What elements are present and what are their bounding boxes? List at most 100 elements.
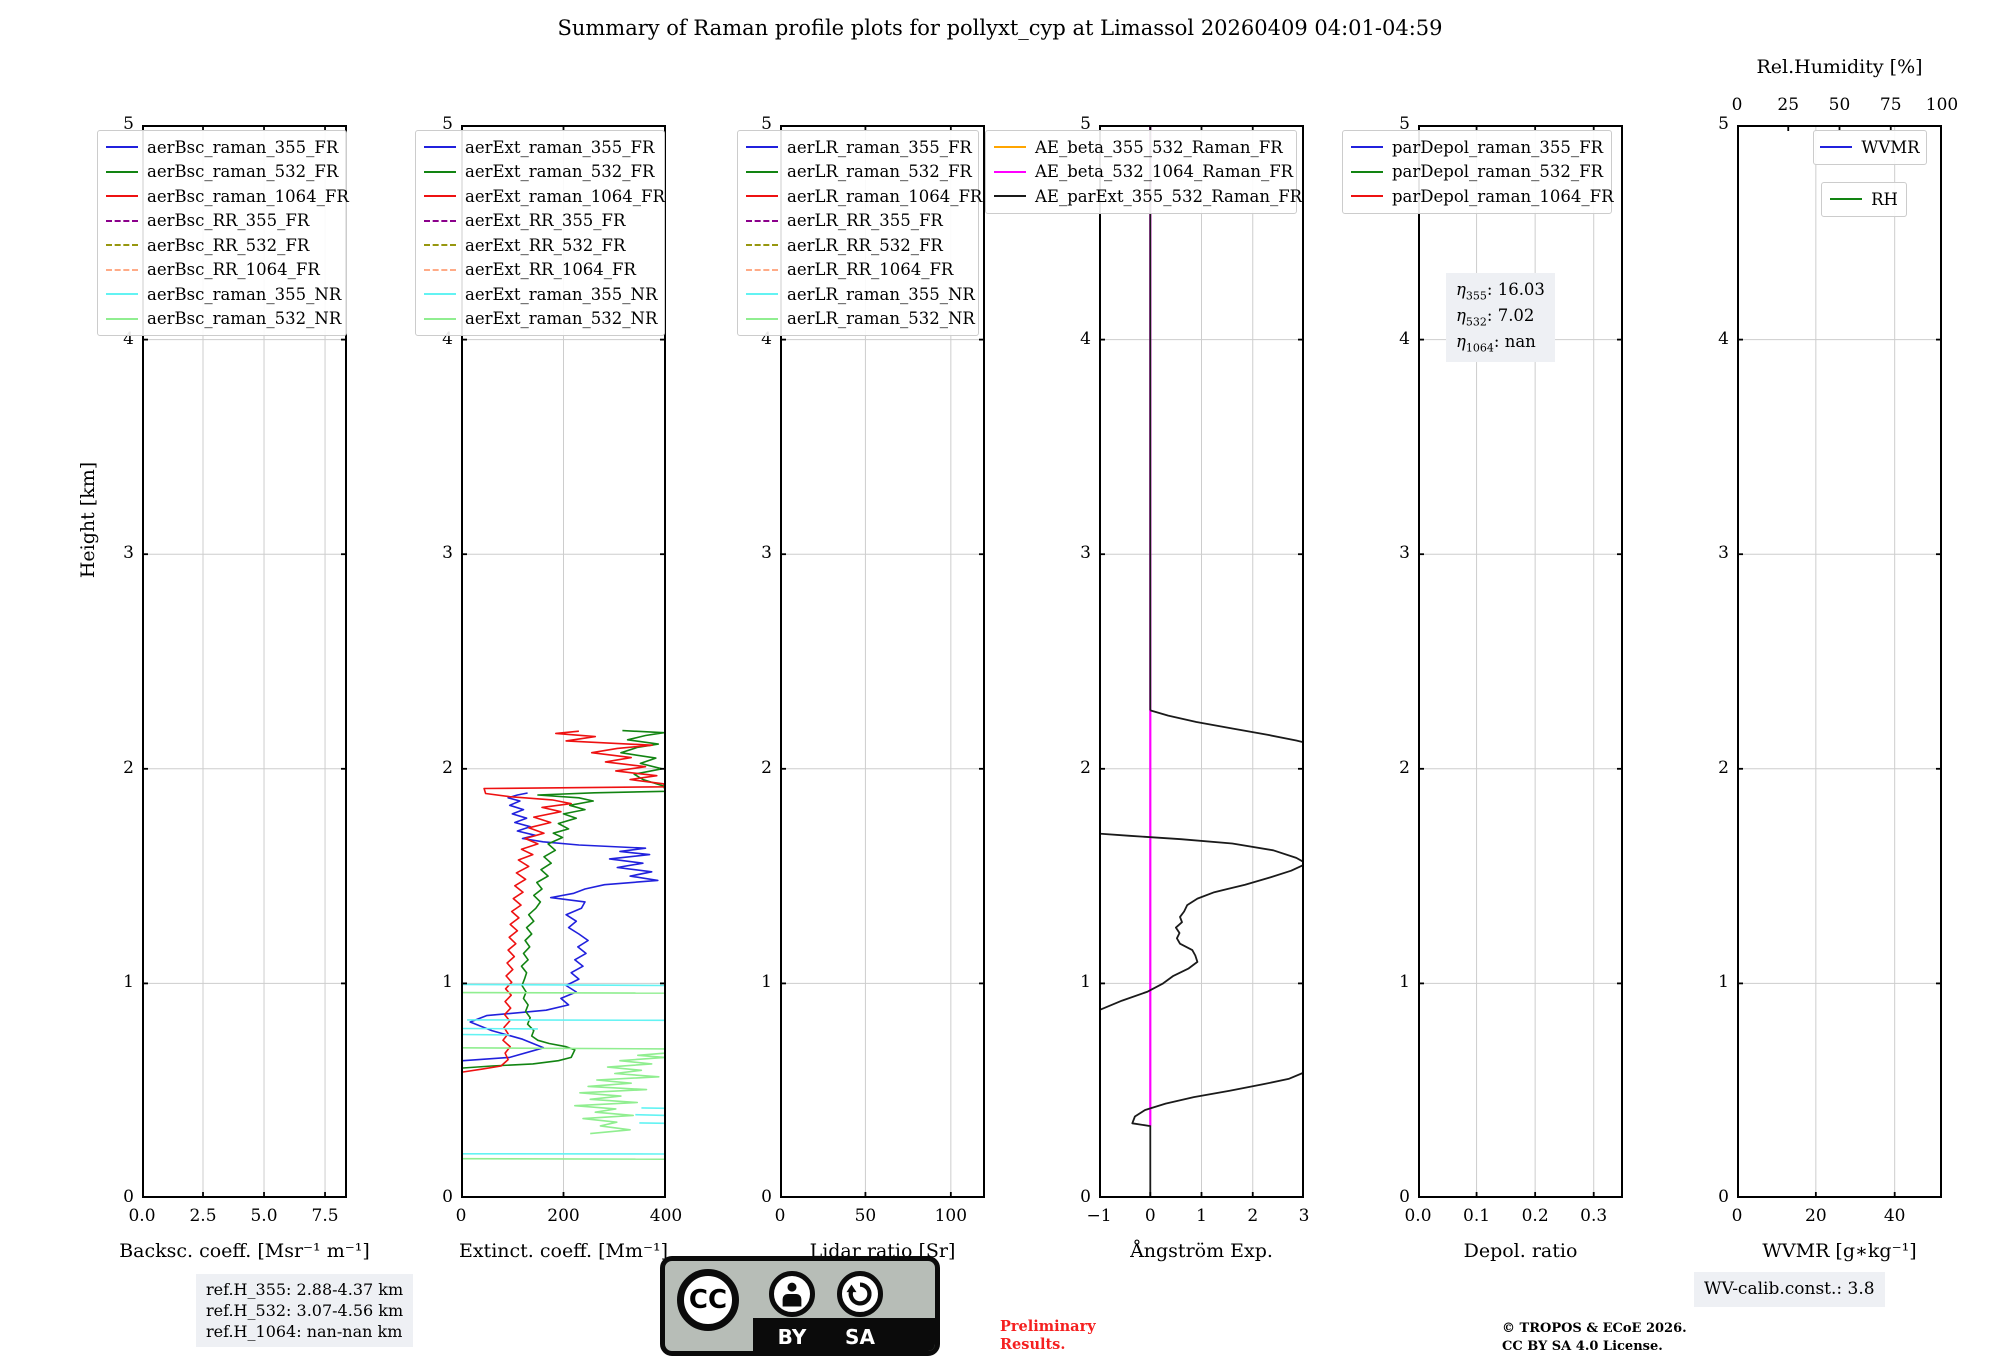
legend-line-sample: [424, 268, 456, 271]
xaxis-title-depol-ratio: Depol. ratio: [1463, 1240, 1578, 1262]
legend-line-sample: [1830, 198, 1863, 201]
legend-line-sample: [746, 293, 778, 296]
xtick-label-extinction: 0: [455, 1206, 467, 1226]
legend-line-sample: [106, 317, 138, 320]
ytick-label-angstrom: 4: [1080, 328, 1091, 349]
legend-line-sample: [746, 317, 778, 320]
cc-badge-strip: [753, 1318, 935, 1351]
share-alike-arrow-icon: [837, 1271, 883, 1317]
curve-aerExt_raman_532_NR: [461, 1047, 666, 1050]
xtick-label-depol-ratio: 0.1: [1463, 1206, 1491, 1226]
xtick-label-depol-ratio: 0.2: [1521, 1206, 1549, 1226]
ytick-label-lidar-ratio: 2: [761, 757, 772, 778]
legend-line-sample: [746, 170, 778, 173]
legend-line-sample: [746, 268, 778, 271]
legend-item: aerExt_raman_355_NR: [424, 282, 657, 307]
eta-annotation: η355: 16.03 η532: 7.02 η1064: nan: [1446, 273, 1555, 362]
ytick-label-wvmr: 1: [1718, 972, 1729, 993]
curve-AE_parExt_355_532_Raman_FR: [1131, 1071, 1304, 1198]
toptick-label-wvmr: 25: [1777, 95, 1800, 115]
ytick-label-angstrom: 3: [1080, 543, 1091, 564]
curve-aerExt_raman_532_NR: [574, 1052, 666, 1135]
refh-355-line: ref.H_355: 2.88-4.37 km: [206, 1280, 404, 1299]
legend-lidar-ratio: aerLR_raman_355_FR aerLR_raman_532_FR aerL…: [737, 130, 982, 336]
legend-item: aerLR_raman_355_NR: [746, 282, 975, 307]
ytick-label-backscatter: 2: [123, 757, 134, 778]
legend-item: aerExt_raman_355_FR: [424, 135, 656, 160]
legend-item: AE_beta_532_1064_Raman_FR: [994, 160, 1293, 185]
legend-line-sample: [106, 170, 138, 173]
preliminary-line1: Preliminary: [1000, 1318, 1096, 1335]
legend-item: aerLR_raman_1064_FR: [746, 184, 982, 209]
ytick-label-wvmr: 3: [1718, 543, 1729, 564]
legend-item: aerBsc_raman_1064_FR: [106, 184, 349, 209]
plot-area-extinction: [461, 125, 666, 1198]
xtick-label-extinction: 200: [547, 1206, 580, 1226]
xtick-label-wvmr: 20: [1805, 1206, 1827, 1226]
ytick-label-wvmr: 4: [1718, 328, 1729, 349]
legend-line-sample: [424, 317, 456, 320]
legend-item: aerExt_RR_1064_FR: [424, 258, 656, 283]
ytick-label-backscatter: 0: [123, 1187, 134, 1207]
refh-1064-line: ref.H_1064: nan-nan km: [206, 1322, 403, 1342]
legend-item: AE_parExt_355_532_Raman_FR: [994, 184, 1302, 209]
legend-label: aerExt_raman_532_FR: [465, 162, 655, 182]
legend-item: aerLR_RR_1064_FR: [746, 258, 970, 283]
page-title: Summary of Raman profile plots for polly…: [557, 16, 1443, 40]
ytick-label-depol-ratio: 1: [1399, 972, 1410, 993]
legend-label: RH: [1871, 189, 1898, 209]
panel-angstrom: [1099, 125, 1304, 1198]
legend-line-sample: [424, 195, 456, 198]
ytick-label-backscatter: 5: [123, 114, 134, 134]
ytick-label-wvmr: 0: [1718, 1187, 1729, 1207]
legend-label: AE_beta_532_1064_Raman_FR: [1035, 162, 1294, 182]
legend-line-sample: [424, 170, 456, 173]
legend-line-sample: [1820, 146, 1853, 149]
preliminary-line2: Results.: [1000, 1336, 1066, 1354]
legend-label: aerLR_raman_1064_FR: [787, 186, 983, 206]
curve-aerExt_raman_532_NR: [461, 1157, 666, 1160]
legend-item: WVMR: [1820, 135, 1920, 160]
xtick-label-depol-ratio: 0.0: [1404, 1206, 1432, 1226]
reference-height-annotation: ref.H_355: 2.88-4.37 km ref.H_532: 3.07-…: [196, 1274, 414, 1348]
xtick-label-backscatter: 0.0: [128, 1206, 156, 1226]
person-icon: [782, 1282, 802, 1307]
legend-line-sample: [1351, 195, 1383, 198]
legend-item: AE_beta_355_532_Raman_FR: [994, 135, 1288, 160]
xtick-label-backscatter: 7.5: [311, 1206, 339, 1226]
legend-line-sample: [746, 195, 778, 198]
ytick-label-wvmr: 5: [1718, 114, 1729, 134]
xtick-label-wvmr: 40: [1883, 1206, 1906, 1226]
ytick-label-extinction: 2: [442, 757, 453, 778]
legend-label: aerLR_RR_355_FR: [787, 211, 943, 231]
panel-wvmr: [1737, 125, 1942, 1198]
curve-aerExt_raman_355_NR: [461, 983, 666, 987]
xtick-label-backscatter: 5.0: [250, 1206, 278, 1226]
refh-532-line: ref.H_532: 3.07-4.56 km: [206, 1301, 404, 1321]
ytick-label-backscatter: 4: [123, 328, 134, 349]
ytick-label-extinction: 5: [442, 114, 453, 134]
cc-logo-text: CC: [688, 1285, 728, 1315]
legend-item: aerExt_raman_532_FR: [424, 160, 656, 185]
ytick-label-extinction: 3: [442, 543, 453, 564]
legend-item: aerExt_RR_532_FR: [424, 233, 656, 258]
curve-aerExt_raman_1064_FR: [462, 730, 666, 1073]
panel-extinction: [461, 125, 666, 1198]
xtick-label-angstrom: −1: [1086, 1206, 1112, 1226]
ytick-label-wvmr: 2: [1718, 757, 1729, 778]
legend-label: aerBsc_RR_355_FR: [147, 211, 310, 231]
wv-calib-annotation: WV-calib.const.: 3.8: [1694, 1272, 1885, 1307]
legend-item: aerLR_raman_532_NR: [746, 307, 975, 332]
ytick-label-extinction: 0: [442, 1187, 453, 1207]
top-axis-title-wvmr: Rel.Humidity [%]: [1756, 56, 1923, 78]
legend-label: parDepol_raman_1064_FR: [1392, 186, 1614, 206]
xaxis-title-extinction: Extinct. coeff. [Mm⁻¹]: [458, 1240, 669, 1262]
xaxis-title-wvmr: WVMR [g∗kg⁻¹]: [1762, 1240, 1917, 1262]
legend-line-sample: [1351, 170, 1383, 173]
legend-label: aerBsc_raman_355_FR: [147, 137, 339, 157]
cc-logo-icon: CC: [677, 1269, 739, 1331]
ytick-label-lidar-ratio: 5: [761, 114, 772, 134]
ytick-label-lidar-ratio: 4: [761, 328, 772, 349]
toptick-label-wvmr: 0: [1731, 95, 1743, 115]
circular-arrow-icon: [846, 1282, 872, 1306]
